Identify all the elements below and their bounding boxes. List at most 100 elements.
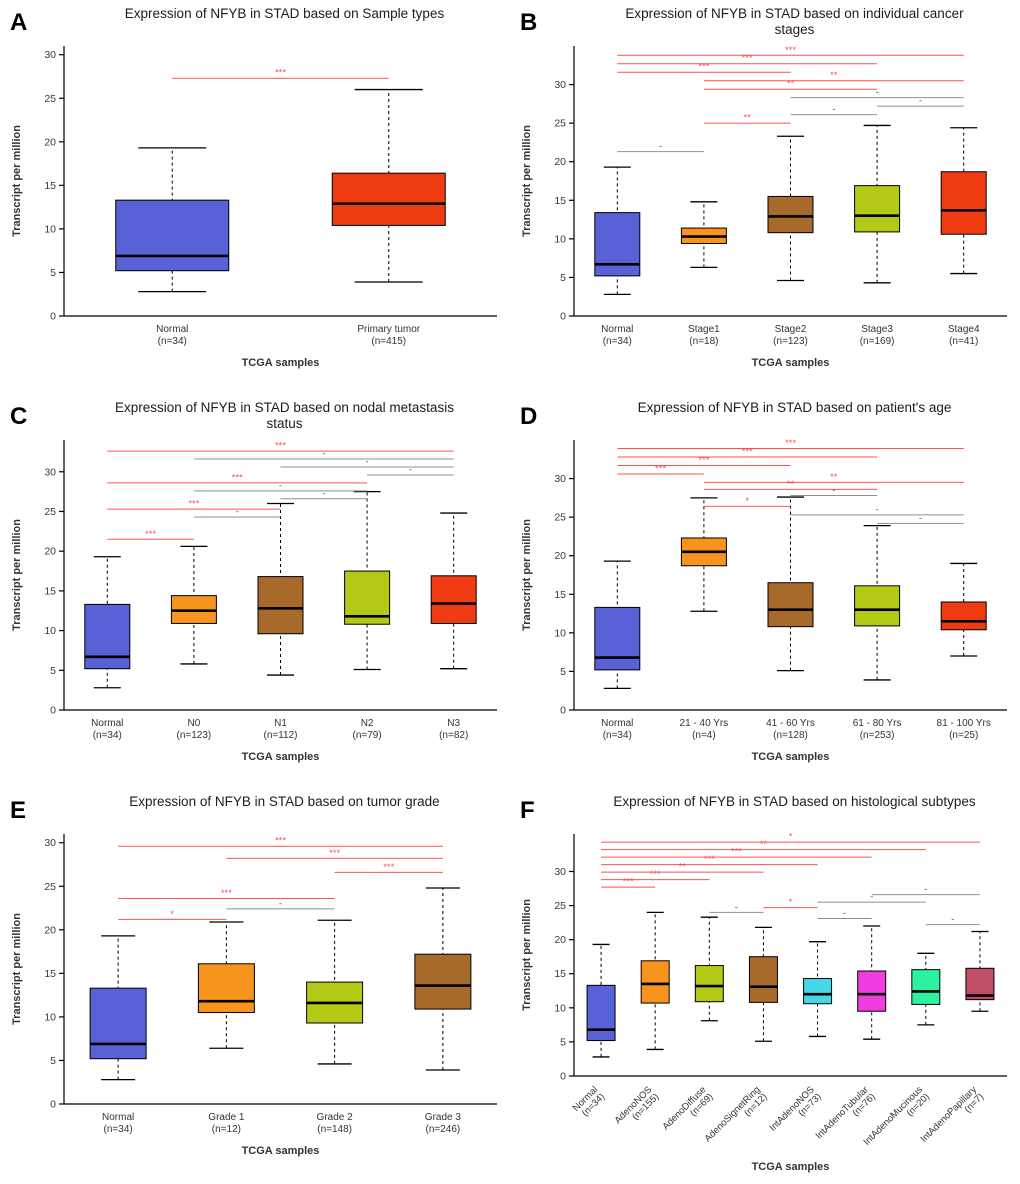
y-tick-label: 10	[554, 1002, 566, 1014]
significance-label: -	[843, 908, 846, 919]
significance-label: *	[170, 909, 174, 920]
panel-A: A Expression of NFYB in STAD based on Sam…	[0, 0, 510, 394]
significance-label: -	[659, 141, 662, 152]
panel-F: F Expression of NFYB in STAD based on his…	[510, 788, 1020, 1182]
significance-label: -	[279, 480, 282, 491]
category-label: Primary tumor	[357, 324, 420, 335]
y-tick-label: 5	[560, 666, 566, 678]
iqr-box	[89, 987, 147, 1060]
box-n0	[170, 545, 217, 665]
y-tick-label: 15	[44, 585, 56, 597]
category-count: (n=25)	[949, 730, 978, 741]
category-count: (n=253)	[860, 730, 895, 741]
x-axis-label: TCGA samples	[242, 357, 320, 369]
significance-label: ***	[221, 888, 232, 899]
chart-title: Expression of NFYB in STAD based on Samp…	[125, 6, 445, 21]
category-label: Stage3	[861, 324, 893, 335]
significance-label: *	[789, 897, 793, 908]
category-count: (n=169)	[860, 336, 895, 347]
y-tick-label: 30	[44, 466, 56, 478]
y-tick-label: 10	[44, 1011, 56, 1023]
panel-C: C Expression of NFYB in STAD based on nod…	[0, 394, 510, 788]
box-intadenotubular	[857, 925, 887, 1040]
category-label: Normal	[102, 1112, 134, 1123]
significance-label: -	[876, 504, 879, 515]
y-axis-label: Transcript per million	[521, 519, 533, 631]
significance-label: -	[409, 464, 412, 475]
category-label: AdenoNOS(n=155)	[613, 1084, 662, 1133]
x-axis-label: TCGA samples	[752, 751, 830, 763]
y-tick-label: 25	[44, 93, 56, 105]
category-count: (n=112)	[263, 730, 297, 741]
panel-D: D Expression of NFYB in STAD based on pat…	[510, 394, 1020, 788]
box-grade-1	[197, 921, 255, 1049]
category-count: (n=128)	[773, 730, 808, 741]
box-intadenopapillary	[965, 930, 995, 1012]
y-tick-label: 0	[560, 705, 566, 717]
box-normal	[84, 556, 131, 689]
box-grade-3	[414, 887, 472, 1071]
category-label: Grade 1	[208, 1112, 245, 1123]
y-tick-label: 10	[554, 233, 566, 245]
y-tick-label: 5	[50, 267, 56, 279]
y-tick-label: 15	[44, 180, 56, 192]
category-label: Grade 3	[425, 1112, 462, 1123]
category-label: N1	[274, 718, 287, 729]
box-normal	[594, 560, 641, 690]
y-axis-label: Transcript per million	[11, 125, 23, 237]
significance-label: *	[745, 496, 749, 507]
y-tick-label: 25	[44, 506, 56, 518]
y-tick-label: 25	[554, 118, 566, 130]
significance-label: ***	[188, 499, 199, 510]
x-axis-label: TCGA samples	[242, 751, 320, 763]
iqr-box	[640, 960, 670, 1004]
iqr-box	[767, 195, 814, 234]
iqr-box	[84, 603, 131, 670]
category-label: AdenoSignetRing(n=12)	[702, 1084, 769, 1151]
box-21-40-yrs	[680, 497, 727, 612]
significance-label: -	[322, 488, 325, 499]
significance-label: **	[743, 113, 751, 124]
category-label: Normal(n=34)	[571, 1084, 608, 1121]
category-count: (n=34)	[603, 730, 632, 741]
box-61-80-yrs	[854, 524, 901, 681]
significance-label: ***	[275, 68, 286, 79]
iqr-box	[257, 576, 304, 635]
category-count: (n=18)	[689, 336, 718, 347]
panel-A-chart: A Expression of NFYB in STAD based on Sam…	[10, 6, 497, 369]
box-n3	[430, 512, 477, 670]
y-tick-label: 30	[44, 49, 56, 61]
box-adenosignetring	[748, 926, 778, 1042]
panel-D-chart: D Expression of NFYB in STAD based on pat…	[520, 400, 1007, 763]
iqr-box	[594, 212, 641, 277]
significance-label: **	[787, 79, 795, 90]
box-stage3	[854, 124, 901, 284]
significance-label: -	[832, 104, 835, 115]
y-tick-label: 10	[554, 627, 566, 639]
significance-label: ***	[742, 53, 753, 64]
iqr-box	[694, 965, 724, 1003]
panel-letter: E	[10, 797, 26, 824]
category-label: N2	[361, 718, 374, 729]
y-tick-label: 15	[554, 589, 566, 601]
y-tick-label: 25	[554, 900, 566, 912]
y-tick-label: 30	[44, 837, 56, 849]
category-count: (n=34)	[93, 730, 122, 741]
significance-label: ***	[145, 529, 156, 540]
category-label: 41 - 60 Yrs	[766, 718, 815, 729]
category-count: (n=34)	[104, 1124, 133, 1135]
box-normal	[586, 943, 616, 1058]
x-axis-label: TCGA samples	[242, 1145, 320, 1157]
category-count: (n=79)	[353, 730, 382, 741]
iqr-box	[430, 575, 477, 624]
panel-letter: B	[520, 9, 537, 36]
significance-label: -	[366, 457, 369, 468]
significance-label: -	[919, 96, 922, 107]
category-count: (n=4)	[692, 730, 716, 741]
y-tick-label: 0	[560, 311, 566, 323]
chart-title: Expression of NFYB in STAD based on hist…	[613, 794, 975, 809]
box-normal	[89, 935, 147, 1081]
y-tick-label: 0	[50, 1099, 56, 1111]
iqr-box	[197, 963, 255, 1014]
category-label: IntAdenoPapillary(n=7)	[919, 1084, 987, 1152]
